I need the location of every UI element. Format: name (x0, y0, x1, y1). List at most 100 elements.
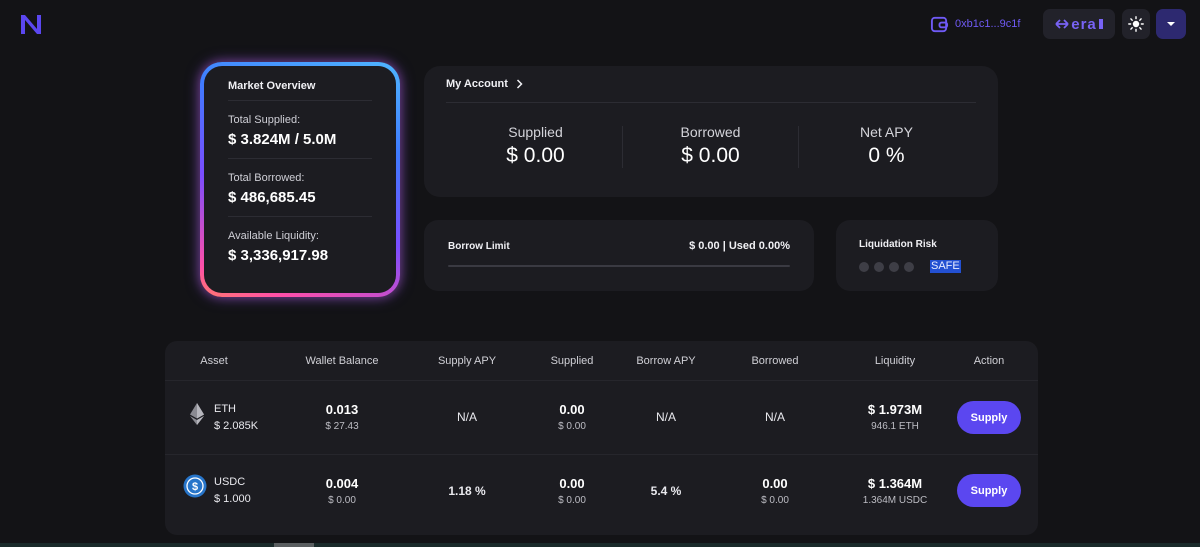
account-supplied-value: $ 0.00 (506, 144, 565, 167)
borrow-limit-value: $ 0.00 | Used 0.00% (689, 240, 790, 252)
liquidity-cell: $ 1.364M 1.364M USDC (849, 476, 941, 506)
market-overview-card: Market Overview Total Supplied: $ 3.824M… (200, 62, 400, 297)
account-separator (798, 126, 799, 168)
supplied-value: 0.00 (559, 476, 585, 491)
liquidation-risk-card: Liquidation Risk SAFE (836, 220, 998, 291)
account-net-apy-value: 0 % (868, 144, 905, 167)
supply-apy-cell: 1.18 % (448, 484, 486, 498)
borrow-apy-cell: 5.4 % (650, 484, 682, 498)
column-header-action: Action (973, 355, 1005, 367)
risk-dot (874, 262, 884, 272)
available-liquidity-value: $ 3,336,917.98 (228, 247, 329, 264)
supply-button[interactable]: Supply (957, 401, 1021, 434)
scrollbar-thumb[interactable] (274, 543, 314, 547)
risk-dot (904, 262, 914, 272)
my-account-card: My Account Supplied $ 0.00 Borrowed $ 0.… (424, 66, 998, 197)
total-borrowed-stat: Total Borrowed: $ 486,685.45 (228, 159, 372, 217)
liquidity-value: $ 1.364M (867, 476, 923, 491)
asset-table: Asset Wallet Balance Supply APY Supplied… (165, 341, 1038, 535)
market-overview-inner: Market Overview Total Supplied: $ 3.824M… (204, 66, 396, 293)
wallet-balance-value: 0.013 (325, 402, 359, 417)
wallet-balance-usd: $ 27.43 (325, 421, 359, 432)
risk-dot (859, 262, 869, 272)
asset-symbol: USDC (214, 476, 246, 488)
wallet-balance-cell: 0.004 $ 0.00 (302, 476, 382, 506)
liquidity-cell: $ 1.973M 946.1 ETH (849, 402, 941, 432)
borrow-limit-card: Borrow Limit $ 0.00 | Used 0.00% (424, 220, 814, 291)
caret-down-icon (1167, 22, 1175, 26)
borrowed-cell: N/A (764, 410, 785, 424)
supplied-usd: $ 0.00 (558, 495, 586, 506)
borrow-limit-label: Borrow Limit (448, 241, 510, 252)
column-header-asset: Asset (200, 355, 228, 367)
wallet-balance-usd: $ 0.00 (328, 495, 356, 506)
ethereum-icon (190, 403, 204, 425)
horizontal-scrollbar[interactable] (0, 543, 1200, 547)
supply-button[interactable]: Supply (957, 474, 1021, 507)
risk-dots (859, 262, 914, 272)
account-supplied: Supplied $ 0.00 (448, 124, 623, 168)
usdc-icon: $ (183, 474, 207, 498)
wallet-address: 0xb1c1...9c1f (955, 18, 1021, 30)
network-label: era (1071, 15, 1097, 33)
total-borrowed-label: Total Borrowed: (228, 172, 305, 184)
theme-toggle-button[interactable] (1122, 9, 1150, 39)
risk-dot (889, 262, 899, 272)
column-header-supplied: Supplied (550, 355, 594, 367)
account-borrowed-value: $ 0.00 (681, 144, 740, 167)
liquidation-risk-label: Liquidation Risk (859, 239, 937, 250)
table-divider (165, 380, 1038, 381)
wallet-icon (930, 16, 949, 32)
total-supplied-stat: Total Supplied: $ 3.824M / 5.0M (228, 101, 372, 159)
wallet-balance-value: 0.004 (325, 476, 359, 491)
asset-price: $ 2.085K (214, 420, 259, 432)
liquidity-sub: 946.1 ETH (871, 421, 919, 432)
liquidity-value: $ 1.973M (867, 402, 923, 417)
supplied-cell: 0.00 $ 0.00 (532, 402, 612, 432)
asset-name: USDC $ 1.000 (214, 475, 251, 507)
sun-icon (1128, 16, 1144, 32)
supply-apy-cell: N/A (456, 410, 477, 424)
my-account-title: My Account (446, 78, 508, 90)
total-borrowed-value: $ 486,685.45 (228, 189, 316, 206)
column-header-borrowed: Borrowed (751, 355, 799, 367)
account-supplied-label: Supplied (508, 124, 563, 140)
market-overview-title: Market Overview (228, 80, 372, 101)
wallet-button[interactable]: 0xb1c1...9c1f (930, 10, 1032, 38)
account-separator (622, 126, 623, 168)
supplied-value: 0.00 (559, 402, 585, 417)
swap-arrows-icon (1055, 19, 1069, 29)
available-liquidity-stat: Available Liquidity: $ 3,336,917.98 (228, 217, 372, 274)
account-net-apy: Net APY 0 % (799, 124, 974, 168)
asset-price: $ 1.000 (214, 493, 251, 505)
account-divider (446, 102, 976, 103)
svg-text:$: $ (192, 481, 198, 493)
logo-n-icon[interactable] (18, 12, 44, 36)
my-account-link[interactable]: My Account (446, 78, 523, 90)
total-supplied-label: Total Supplied: (228, 114, 301, 126)
account-borrowed-label: Borrowed (680, 124, 741, 140)
column-header-liquidity: Liquidity (874, 355, 916, 367)
asset-symbol: ETH (214, 403, 236, 415)
borrowed-cell: 0.00 $ 0.00 (735, 476, 815, 506)
wallet-balance-cell: 0.013 $ 27.43 (302, 402, 382, 432)
borrowed-value: 0.00 (762, 476, 788, 491)
column-header-wallet-balance: Wallet Balance (305, 355, 379, 367)
account-borrowed: Borrowed $ 0.00 (623, 124, 798, 168)
total-supplied-value: $ 3.824M / 5.0M (228, 131, 337, 148)
liquidity-sub: 1.364M USDC (862, 495, 928, 506)
chevron-right-icon (516, 79, 523, 89)
table-divider (165, 454, 1038, 455)
borrowed-usd: $ 0.00 (761, 495, 789, 506)
column-header-supply-apy: Supply APY (437, 355, 497, 367)
column-header-borrow-apy: Borrow APY (636, 355, 696, 367)
available-liquidity-label: Available Liquidity: (228, 230, 319, 242)
menu-button[interactable] (1156, 9, 1186, 39)
borrow-apy-cell: N/A (655, 410, 676, 424)
network-button[interactable]: era (1043, 9, 1115, 39)
liquidation-status-badge: SAFE (930, 260, 961, 273)
account-net-apy-label: Net APY (860, 124, 913, 140)
asset-name: ETH $ 2.085K (214, 402, 258, 434)
supplied-usd: $ 0.00 (558, 421, 586, 432)
borrow-limit-bar (448, 265, 790, 267)
